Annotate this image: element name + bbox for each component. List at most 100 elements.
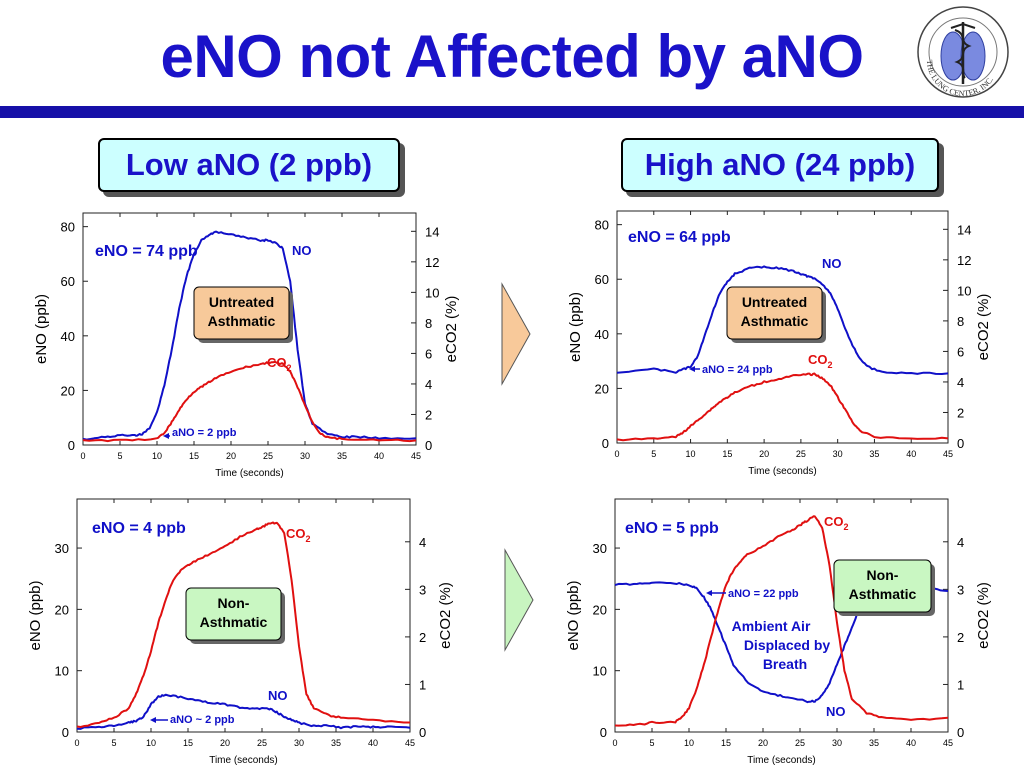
y2-tick-label: 12 xyxy=(957,253,971,268)
x-tick-label: 10 xyxy=(152,451,162,461)
tag-label-line: Asthmatic xyxy=(741,313,809,329)
y-tick-label: 20 xyxy=(55,602,69,617)
co2-series-label: CO2 xyxy=(267,355,292,373)
x-tick-label: 25 xyxy=(263,451,273,461)
y-tick-label: 80 xyxy=(61,220,75,235)
x-axis-label: Time (seconds) xyxy=(748,466,817,477)
y2-axis-label: eCO2 (%) xyxy=(975,294,992,361)
y2-axis-label: eCO2 (%) xyxy=(975,582,992,649)
plot-frame xyxy=(614,498,949,733)
y2-tick-label: 6 xyxy=(425,346,432,361)
y-axis-label: eNO (ppb) xyxy=(27,580,44,650)
y2-tick-label: 8 xyxy=(425,316,432,331)
y2-tick-label: 4 xyxy=(957,375,964,390)
x-tick-label: 30 xyxy=(833,449,843,459)
y2-tick-label: 1 xyxy=(957,677,964,692)
x-tick-label: 15 xyxy=(721,738,731,748)
tag-box xyxy=(833,559,932,613)
x-tick-label: 40 xyxy=(906,449,916,459)
y2-tick-label: 4 xyxy=(419,535,426,550)
y-tick-label: 20 xyxy=(595,381,609,396)
ambient-air-label-line: Ambient Air xyxy=(732,618,811,634)
x-tick-label: 40 xyxy=(368,738,378,748)
y-tick-label: 60 xyxy=(61,274,75,289)
chart-br: 0 5 10 15 20 25 30 35 40 45 0 10 20 30 0 1 2 3 4 Time (seco… xyxy=(565,498,992,766)
x-tick-label: 20 xyxy=(758,738,768,748)
x-tick-label: 30 xyxy=(832,738,842,748)
x-tick-label: 0 xyxy=(612,738,617,748)
x-tick-label: 45 xyxy=(943,738,953,748)
y2-tick-label: 10 xyxy=(425,285,439,300)
eno-value-label: eNO = 64 ppb xyxy=(628,229,731,246)
y2-tick-label: 2 xyxy=(957,405,964,420)
page-title: eNO not Affected by aNO xyxy=(160,23,864,90)
x-tick-label: 0 xyxy=(80,451,85,461)
tag-label-line: Non- xyxy=(218,595,250,611)
tag-box xyxy=(726,286,823,340)
tag-label-line: Untreated xyxy=(742,294,807,310)
series-line-co2 xyxy=(82,360,417,443)
y-tick-label: 30 xyxy=(593,541,607,556)
co2-label-main: CO xyxy=(286,526,306,541)
co2-label-main: CO xyxy=(824,514,844,529)
tag-label-line: Asthmatic xyxy=(849,586,917,602)
series-line-no xyxy=(76,693,411,730)
co2-label-main: CO xyxy=(267,355,287,370)
y2-tick-label: 0 xyxy=(419,725,426,740)
x-axis-label: Time (seconds) xyxy=(209,755,278,766)
y-tick-label: 60 xyxy=(595,272,609,287)
x-tick-label: 40 xyxy=(906,738,916,748)
y2-tick-label: 14 xyxy=(957,222,971,237)
y-tick-label: 0 xyxy=(62,725,69,740)
high-ano-header-label: High aNO (24 ppb) xyxy=(644,147,916,182)
co2-series-label: CO2 xyxy=(824,514,849,532)
x-tick-label: 35 xyxy=(869,449,879,459)
tag-label-line: Asthmatic xyxy=(208,313,276,329)
y2-tick-label: 14 xyxy=(425,224,439,239)
arrow-bottom xyxy=(504,548,534,652)
co2-series-label: CO2 xyxy=(808,352,833,370)
y2-tick-label: 6 xyxy=(957,344,964,359)
y2-tick-label: 3 xyxy=(957,582,964,597)
lung-center-logo: THE LUNG CENTER, INC. xyxy=(917,6,1009,98)
x-tick-label: 25 xyxy=(795,738,805,748)
y2-axis-label: eCO2 (%) xyxy=(443,296,460,363)
y2-tick-label: 3 xyxy=(419,582,426,597)
x-tick-label: 5 xyxy=(649,738,654,748)
x-tick-label: 40 xyxy=(374,451,384,461)
y2-tick-label: 2 xyxy=(419,630,426,645)
x-tick-label: 5 xyxy=(117,451,122,461)
ano-arrow-head xyxy=(706,590,712,596)
y-tick-label: 10 xyxy=(55,664,69,679)
chart-tl: 0 5 10 15 20 25 30 35 40 45 0 20 40 60 80 0 2 4 6 8 10 12 14 Ti… xyxy=(33,212,460,479)
y-axis-label: eNO (ppb) xyxy=(567,292,584,362)
ano-annotation: aNO = 24 ppb xyxy=(702,364,773,376)
ambient-air-label-line: Displaced by xyxy=(744,637,831,653)
x-tick-label: 45 xyxy=(943,449,953,459)
x-tick-label: 25 xyxy=(257,738,267,748)
x-tick-label: 0 xyxy=(74,738,79,748)
y2-tick-label: 10 xyxy=(957,283,971,298)
x-tick-label: 45 xyxy=(405,738,415,748)
plot-frame xyxy=(76,498,411,733)
y-tick-label: 30 xyxy=(55,541,69,556)
chart-bl: 0 5 10 15 20 25 30 35 40 45 0 10 20 30 0 1 2 3 4 Time (seco… xyxy=(27,498,454,766)
co2-label-subscript: 2 xyxy=(844,522,849,532)
high-ano-header: High aNO (24 ppb) xyxy=(621,138,939,192)
tag-box xyxy=(193,286,290,340)
chart-tr: 0 5 10 15 20 25 30 35 40 45 0 20 40 60 80 0 2 4 6 8 10 12 14 Ti… xyxy=(567,210,992,477)
x-tick-label: 30 xyxy=(294,738,304,748)
x-tick-label: 10 xyxy=(146,738,156,748)
y2-tick-label: 0 xyxy=(957,725,964,740)
ambient-air-label-line: Breath xyxy=(763,656,807,672)
ano-annotation: aNO = 2 ppb xyxy=(172,427,237,439)
y-axis-label: eNO (ppb) xyxy=(565,580,582,650)
x-tick-label: 15 xyxy=(189,451,199,461)
no-series-label: NO xyxy=(826,704,846,719)
no-series-label: NO xyxy=(268,688,288,703)
ano-arrow-head xyxy=(163,433,169,439)
ano-arrow-head xyxy=(689,366,695,372)
x-tick-label: 5 xyxy=(651,449,656,459)
low-ano-header: Low aNO (2 ppb) xyxy=(98,138,400,192)
